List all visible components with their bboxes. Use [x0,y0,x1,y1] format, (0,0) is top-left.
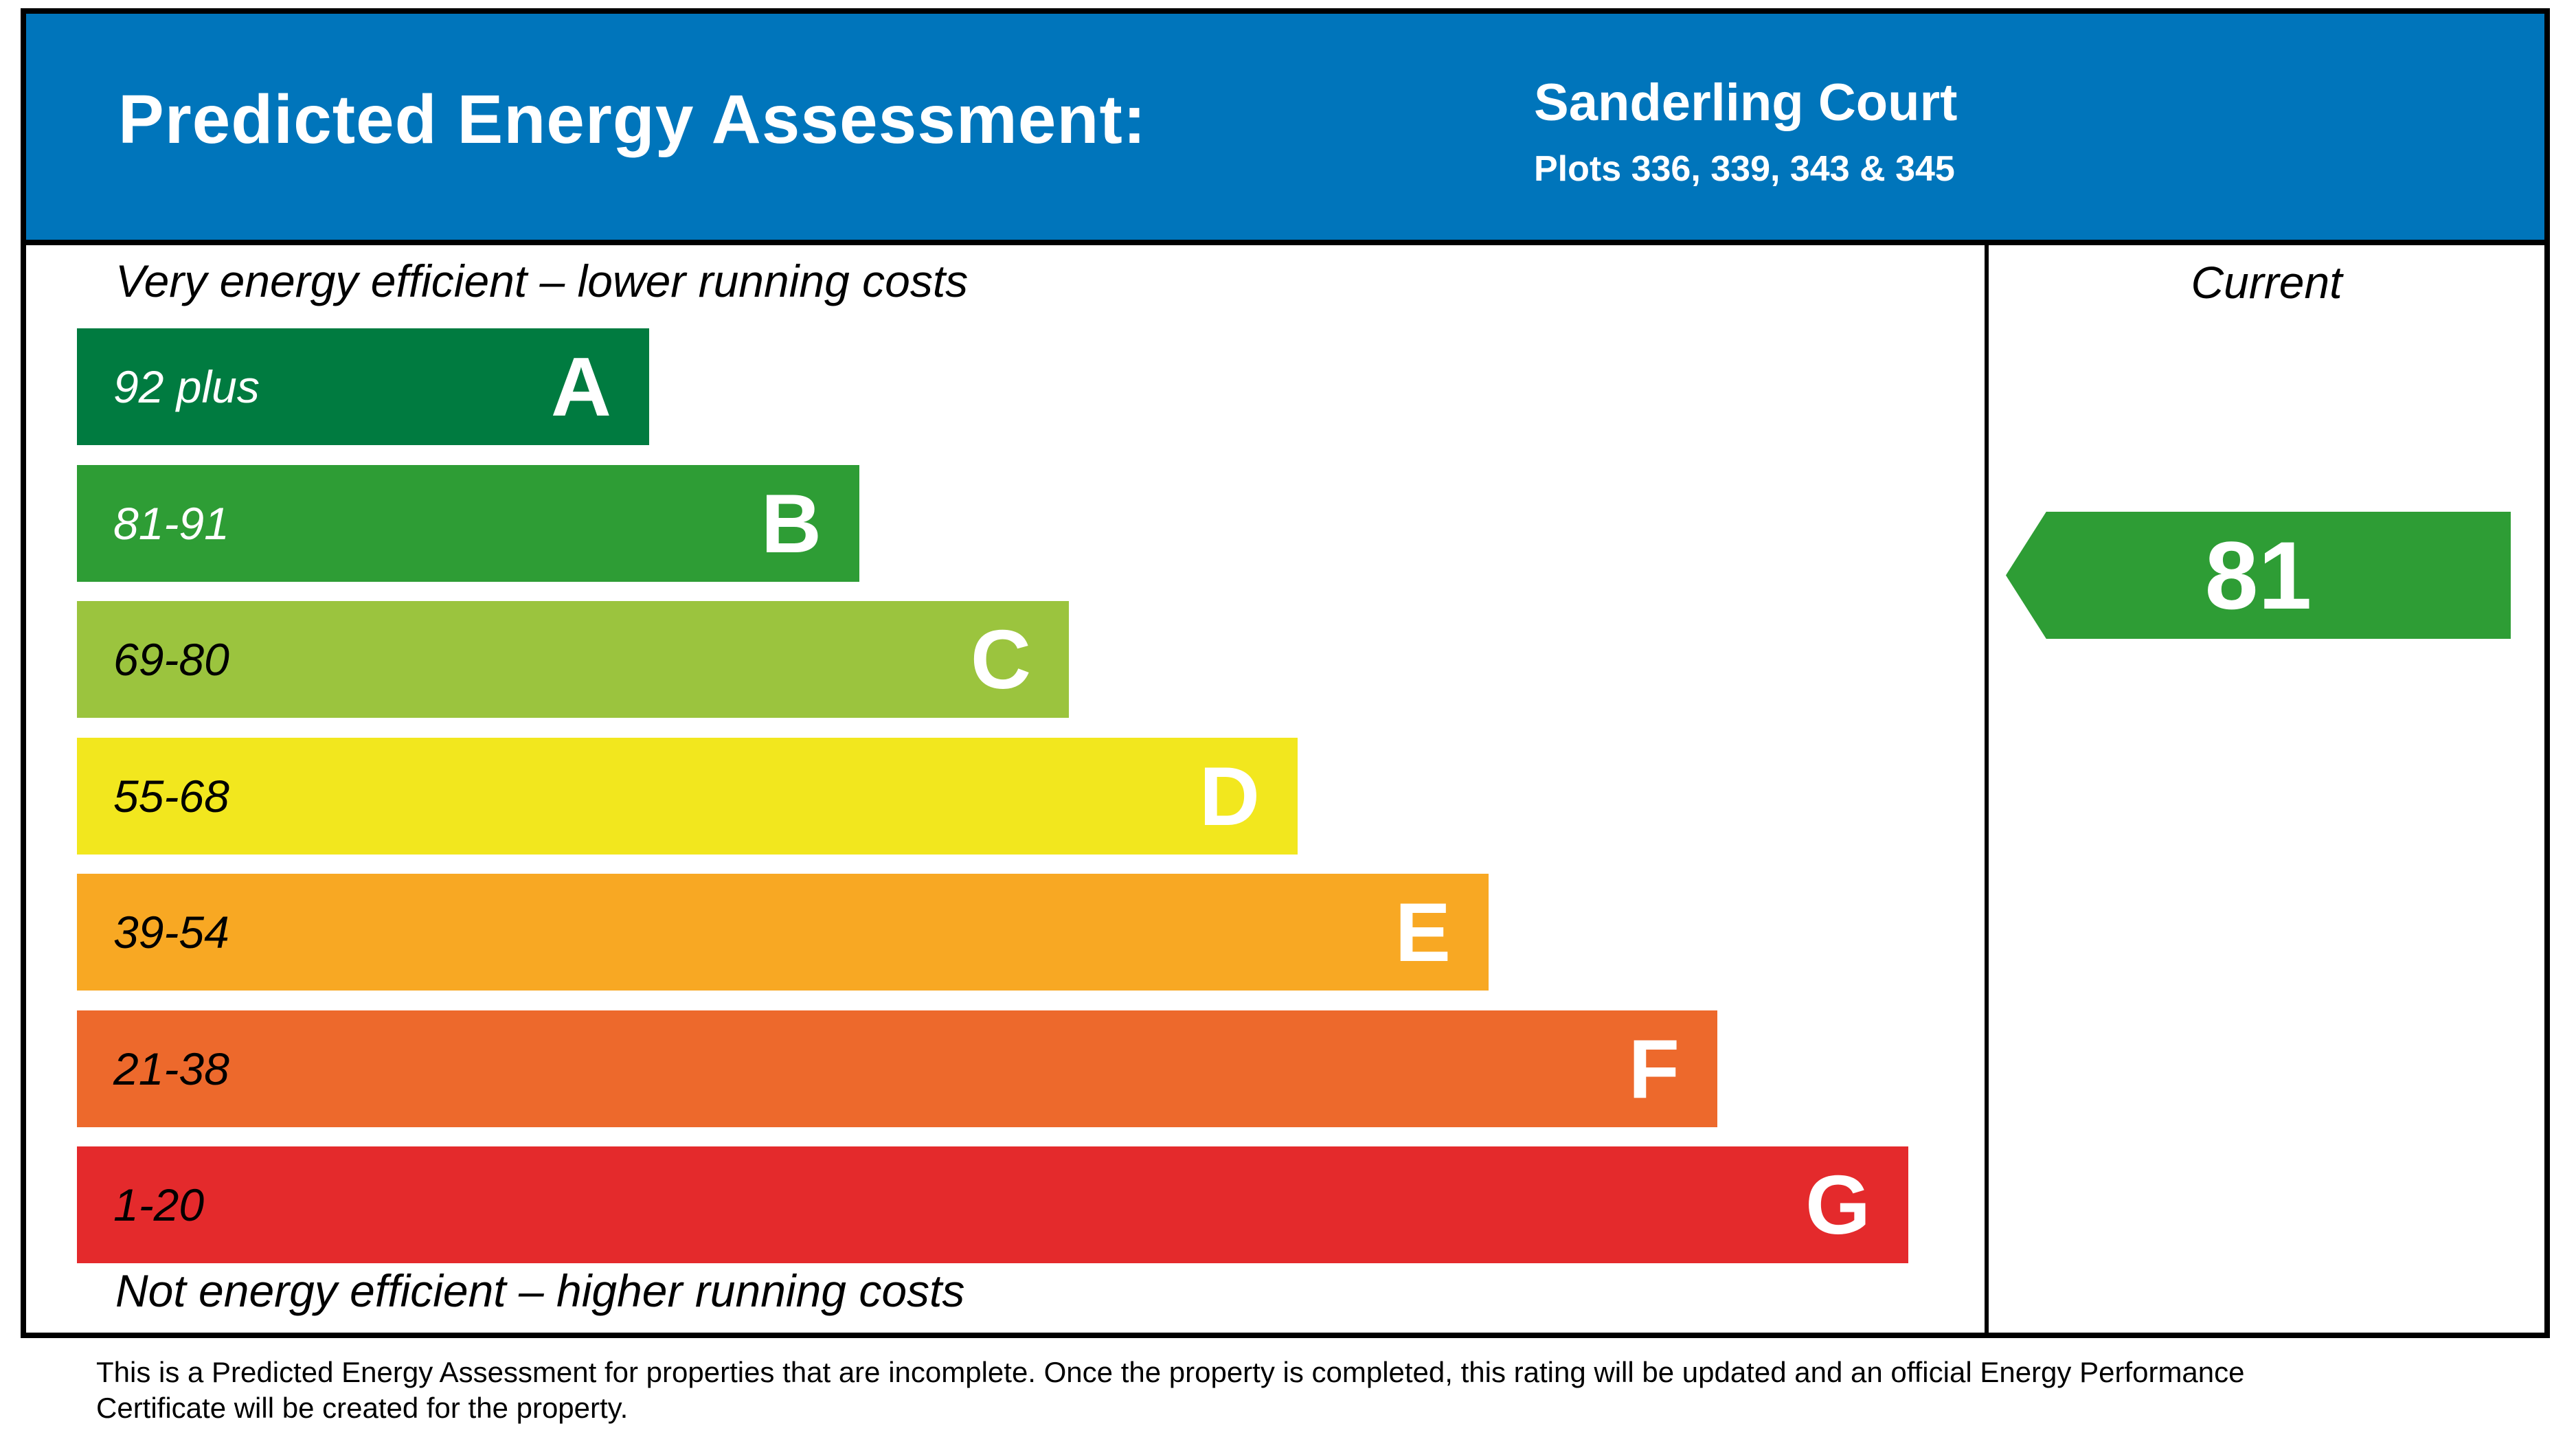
band-range-label: 81-91 [113,498,229,549]
epc-band-row: 92 plus A [77,328,649,445]
page-title: Predicted Energy Assessment: [118,81,1147,158]
epc-band-row: 69-80 C [77,601,1069,718]
rating-chart-area: Very energy efficient – lower running co… [26,245,2544,1333]
band-letter: D [1199,749,1260,843]
current-rating-arrow: 81 [2006,512,2511,639]
header-banner: Predicted Energy Assessment: Sanderling … [26,14,2544,245]
epc-band-row: 1-20 G [77,1146,1908,1263]
property-name: Sanderling Court [1534,73,1958,132]
band-letter: E [1394,885,1451,979]
current-column-divider [1985,245,1989,1333]
not-efficient-label: Not energy efficient – higher running co… [115,1265,965,1316]
property-block: Sanderling Court Plots 336, 339, 343 & 3… [1534,76,1957,187]
band-range-label: 39-54 [113,907,229,958]
band-letter: B [760,477,822,570]
footer-note-line2: Certificate will be created for the prop… [96,1392,629,1424]
footer-note-line1: This is a Predicted Energy Assessment fo… [96,1356,2245,1388]
band-range-label: 55-68 [113,771,229,822]
epc-band-row: 55-68 D [77,738,1298,855]
efficient-label: Very energy efficient – lower running co… [115,256,969,306]
band-range-label: 69-80 [113,634,229,685]
epc-band-row: 21-38 F [77,1010,1717,1127]
property-plots: Plots 336, 339, 343 & 345 [1534,148,1955,189]
current-column-header: Current [2191,257,2342,308]
band-letter: A [550,340,611,433]
band-letter: F [1628,1022,1680,1116]
epc-band-row: 81-91 B [77,465,859,582]
current-column: Current 81 [1989,245,2544,1333]
epc-band-row: 39-54 E [77,874,1489,991]
rating-board: Predicted Energy Assessment: Sanderling … [21,8,2550,1338]
band-letter: G [1805,1158,1871,1252]
band-range-label: 92 plus [113,361,260,412]
footer-note: This is a Predicted Energy Assessment fo… [96,1355,2487,1426]
band-range-label: 21-38 [113,1043,229,1094]
band-range-label: 1-20 [113,1179,205,1230]
current-rating-value: 81 [2204,521,2312,629]
band-letter: C [970,613,1031,706]
